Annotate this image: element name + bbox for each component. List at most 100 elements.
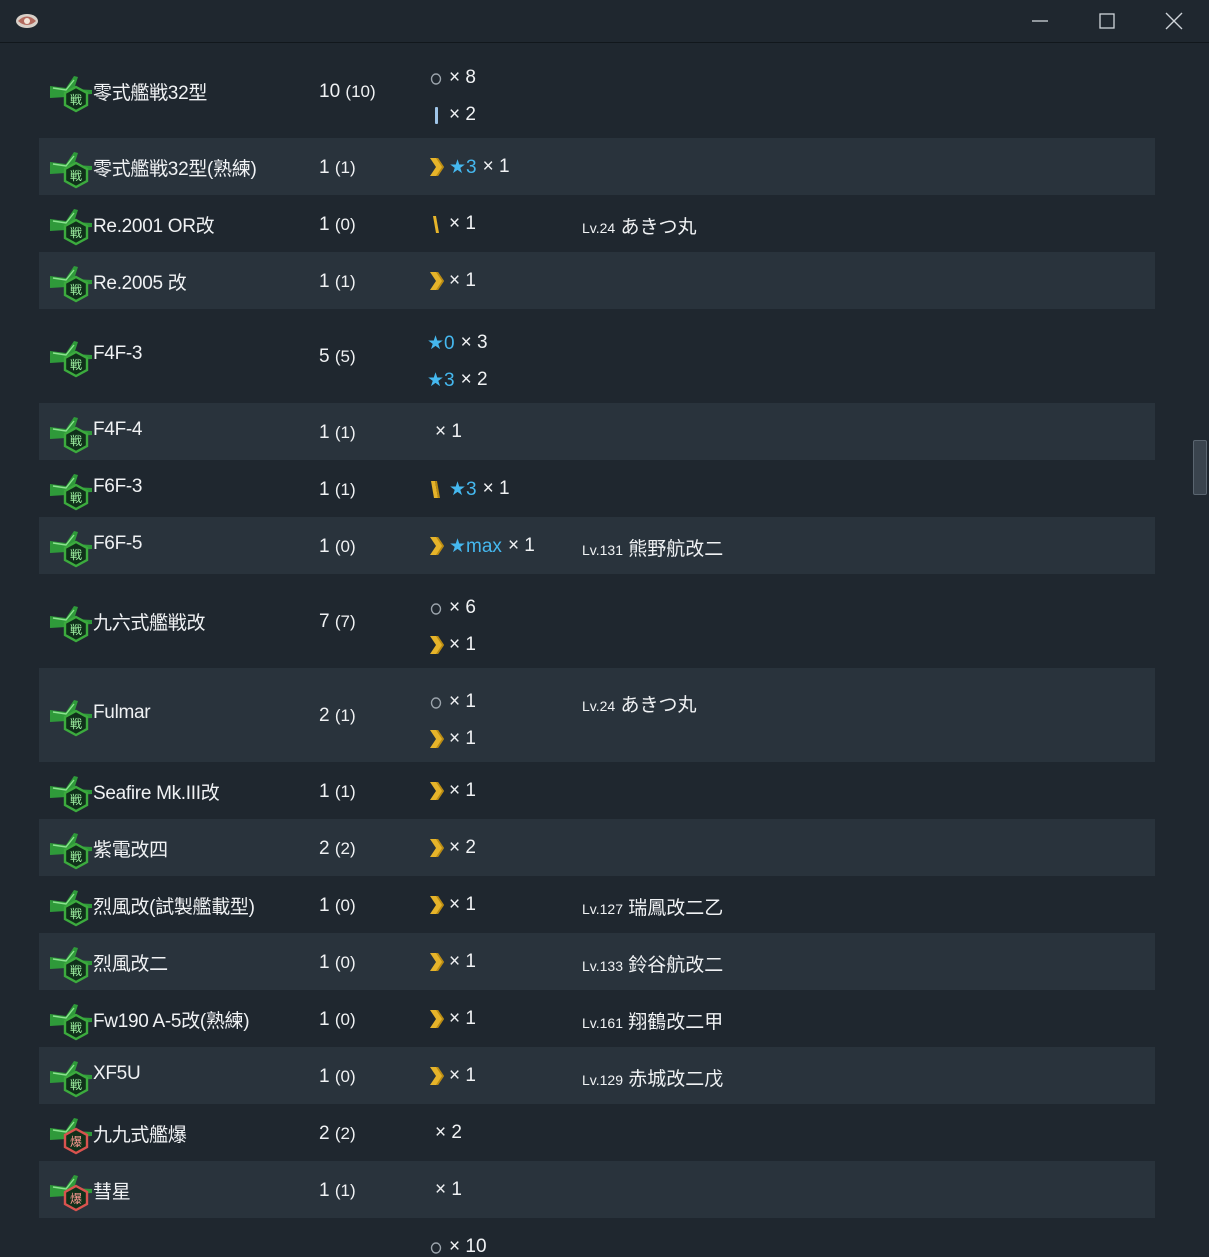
table-row[interactable]: 戦紫電改四 2 (2) × 2	[39, 819, 1155, 876]
ship-level: Lv.161	[582, 1015, 623, 1031]
svg-text:爆: 爆	[70, 1192, 82, 1206]
table-row[interactable]: 戦 XF5U 1 (0) × 1 Lv.129 赤城改二戊	[39, 1047, 1155, 1104]
count-unlocked: (2)	[334, 1123, 356, 1143]
table-row[interactable]: 戦 Fw190 A-5改(熟練) 1 (0) × 1 Lv.161 翔鶴改二甲	[39, 990, 1155, 1047]
close-icon	[1165, 12, 1183, 30]
count-unlocked: (1)	[334, 781, 356, 801]
multiplier: × 1	[449, 780, 476, 801]
scrollbar-thumb[interactable]	[1193, 440, 1207, 495]
fighter-icon: 戦	[48, 260, 94, 308]
table-row[interactable]: 戦零式艦戦32型(熟練) 1 (1) ★3 × 1	[39, 138, 1155, 195]
dive-bomber-icon: 爆	[48, 1169, 94, 1217]
svg-text:戦: 戦	[70, 1021, 82, 1035]
proficiency-line: × 1	[427, 1064, 476, 1088]
proficiency-chevron-icon	[430, 537, 444, 555]
equipment-name: 紫電改四	[93, 839, 168, 861]
table-row[interactable]: 戦 F4F-4 1 (1) × 1	[39, 403, 1155, 460]
table-row[interactable]: 戦 F6F-5 1 (0) ★max × 1 Lv.131 熊野航改二	[39, 517, 1155, 574]
proficiency-none-icon	[430, 1242, 442, 1254]
table-row[interactable]: 戦 Seafire Mk.III改 1 (1) × 1	[39, 762, 1155, 819]
proficiency-distribution: ★3 × 1	[427, 460, 597, 517]
fighter-icon: 戦	[48, 468, 94, 516]
table-row[interactable]: 爆彗星 1 (1) × 1	[39, 1161, 1155, 1218]
proficiency-chevron-icon	[430, 896, 444, 914]
equipment-list[interactable]: 戦零式艦戦32型 10 (10) × 8 × 2 戦零式艦戦32型(熟練) 1 (1) ★3…	[0, 44, 1192, 1257]
svg-text:戦: 戦	[70, 717, 82, 731]
count-total: 2	[319, 705, 330, 726]
count-total: 1	[319, 156, 330, 178]
table-row[interactable]: 戦烈風改(試製艦載型) 1 (0) × 1 Lv.127 瑞鳳改二乙	[39, 876, 1155, 933]
count-total: 1	[319, 478, 330, 500]
multiplier: × 2	[449, 837, 476, 858]
proficiency-chevron-icon	[430, 782, 444, 800]
dive-bomber-icon: 爆	[48, 1112, 94, 1160]
count-total: 1	[319, 421, 330, 443]
proficiency-line: × 8	[427, 66, 476, 90]
multiplier: × 1	[449, 634, 476, 655]
improvement-star: ★max	[449, 535, 502, 557]
table-row[interactable]: 戦 F6F-3 1 (1) ★3 × 1	[39, 460, 1155, 517]
multiplier: × 2	[460, 369, 488, 390]
table-row[interactable]: 戦 Fulmar 2 (1) × 1 × 1 Lv.24 あきつ丸	[39, 668, 1155, 762]
equipment-count: 1 (1)	[319, 479, 356, 501]
equipment-count: 1 (1)	[319, 271, 356, 293]
equipped-ship: Lv.127 瑞鳳改二乙	[582, 893, 723, 920]
proficiency-line: × 1	[427, 212, 476, 236]
count-total: 10	[319, 81, 341, 102]
proficiency-line: × 2	[427, 836, 476, 860]
proficiency-distribution: × 1	[427, 1161, 597, 1218]
proficiency-distribution: × 1	[427, 876, 597, 933]
svg-text:戦: 戦	[70, 793, 82, 807]
table-row[interactable]: 戦零式艦戦32型 10 (10) × 8 × 2	[39, 44, 1155, 138]
proficiency-distribution: × 6 × 1	[427, 574, 597, 668]
multiplier: × 2	[435, 1122, 462, 1143]
multiplier: × 2	[449, 104, 476, 125]
count-unlocked: (10)	[345, 82, 376, 101]
proficiency-distribution: × 1	[427, 195, 597, 252]
equipped-ship: Lv.24 あきつ丸	[582, 690, 697, 717]
proficiency-line: ★3 × 1	[427, 155, 510, 179]
equipment-count: 1 (1)	[319, 1180, 356, 1202]
multiplier: × 10	[449, 1236, 487, 1257]
proficiency-line: × 2	[427, 103, 476, 127]
count-unlocked: (0)	[334, 536, 356, 556]
equipment-count: 1 (0)	[319, 952, 356, 974]
table-row[interactable]: 戦 Re.2005 改 1 (1) × 1	[39, 252, 1155, 309]
proficiency-line: × 1	[427, 1178, 462, 1202]
proficiency-distribution: × 1 × 1	[427, 668, 597, 762]
table-row[interactable]: 戦 Re.2001 OR改 1 (0) × 1 Lv.24 あきつ丸	[39, 195, 1155, 252]
proficiency-line: × 1	[427, 1007, 476, 1031]
equipment-name: F4F-4	[93, 418, 143, 440]
minimize-button[interactable]	[1007, 0, 1073, 42]
proficiency-distribution: × 1	[427, 1047, 597, 1104]
fighter-icon: 戦	[48, 525, 94, 573]
table-row[interactable]: 戦九六式艦戦改 7 (7) × 6 × 1	[39, 574, 1155, 668]
equipment-count: 2 (2)	[319, 838, 356, 860]
equipment-name: XF5U	[93, 1062, 141, 1084]
equipped-ship: Lv.24 あきつ丸	[582, 212, 697, 239]
count-total: 1	[319, 535, 330, 557]
count-unlocked: (1)	[334, 271, 356, 291]
equipment-count: 10 (10)	[319, 81, 376, 103]
fighter-icon: 戦	[48, 335, 94, 383]
fighter-icon: 戦	[48, 884, 94, 932]
table-row[interactable]: × 10	[39, 1218, 1155, 1257]
svg-text:戦: 戦	[70, 358, 82, 372]
equipment-count: 7 (7)	[319, 611, 356, 633]
table-row[interactable]: 戦 F4F-3 5 (5) ★0 × 3 ★3 × 2	[39, 309, 1155, 403]
close-button[interactable]	[1141, 0, 1207, 42]
proficiency-chevron-icon	[430, 730, 444, 748]
proficiency-line: × 1	[427, 950, 476, 974]
multiplier: × 1	[449, 691, 476, 712]
count-total: 1	[319, 1179, 330, 1201]
count-total: 1	[319, 213, 330, 235]
count-total: 1	[319, 270, 330, 292]
count-unlocked: (2)	[334, 838, 356, 858]
maximize-button[interactable]	[1074, 0, 1140, 42]
table-row[interactable]: 爆九九式艦爆 2 (2) × 2	[39, 1104, 1155, 1161]
table-row[interactable]: 戦烈風改二 1 (0) × 1 Lv.133 鈴谷航改二	[39, 933, 1155, 990]
proficiency-distribution: × 2	[427, 1104, 597, 1161]
equipment-count: 1 (1)	[319, 157, 356, 179]
proficiency-distribution: × 1	[427, 403, 597, 460]
proficiency-chevron-icon	[430, 1010, 444, 1028]
